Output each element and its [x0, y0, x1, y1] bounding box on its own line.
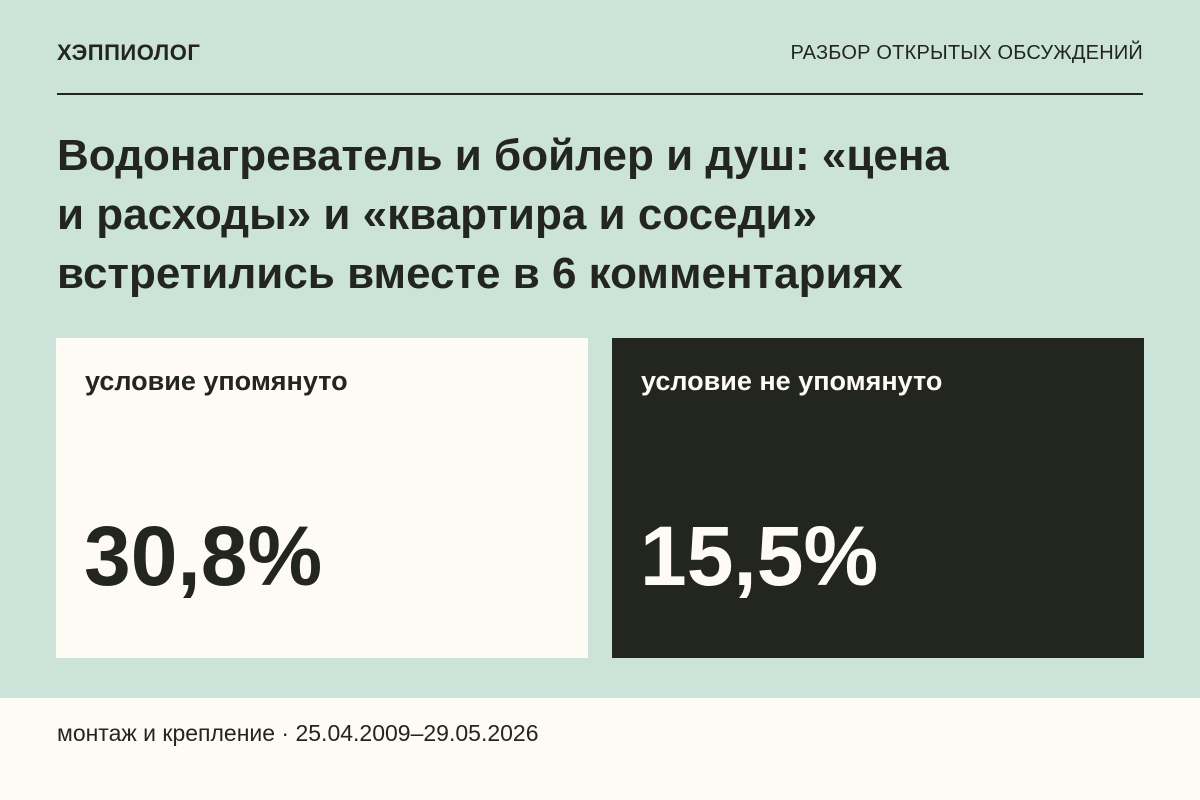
card-not-mentioned: условие не упомянуто 15,5% [612, 338, 1144, 658]
footer: монтаж и крепление · 25.04.2009–29.05.20… [0, 698, 1200, 800]
card-not-mentioned-value: 15,5% [640, 509, 879, 603]
title-line-1: Водонагреватель и бойлер и душ: «цена [57, 131, 949, 180]
footer-caption: монтаж и крепление · 25.04.2009–29.05.20… [57, 720, 539, 746]
section-label: РАЗБОР ОТКРЫТЫХ ОБСУЖДЕНИЙ [790, 41, 1143, 64]
card-not-mentioned-label: условие не упомянуто [641, 366, 943, 396]
header: ХЭППИОЛОГ РАЗБОР ОТКРЫТЫХ ОБСУЖДЕНИЙ [57, 36, 1143, 70]
header-divider [57, 93, 1143, 95]
title-line-3: встретились вместе в 6 комментариях [57, 249, 903, 298]
page-title: Водонагреватель и бойлер и душ: «цена и … [57, 126, 1147, 303]
card-mentioned-value: 30,8% [84, 509, 323, 603]
card-mentioned: условие упомянуто 30,8% [56, 338, 588, 658]
brand-name: ХЭППИОЛОГ [57, 40, 201, 65]
card-mentioned-label: условие упомянуто [85, 366, 348, 396]
title-line-2: и расходы» и «квартира и соседи» [57, 190, 817, 239]
